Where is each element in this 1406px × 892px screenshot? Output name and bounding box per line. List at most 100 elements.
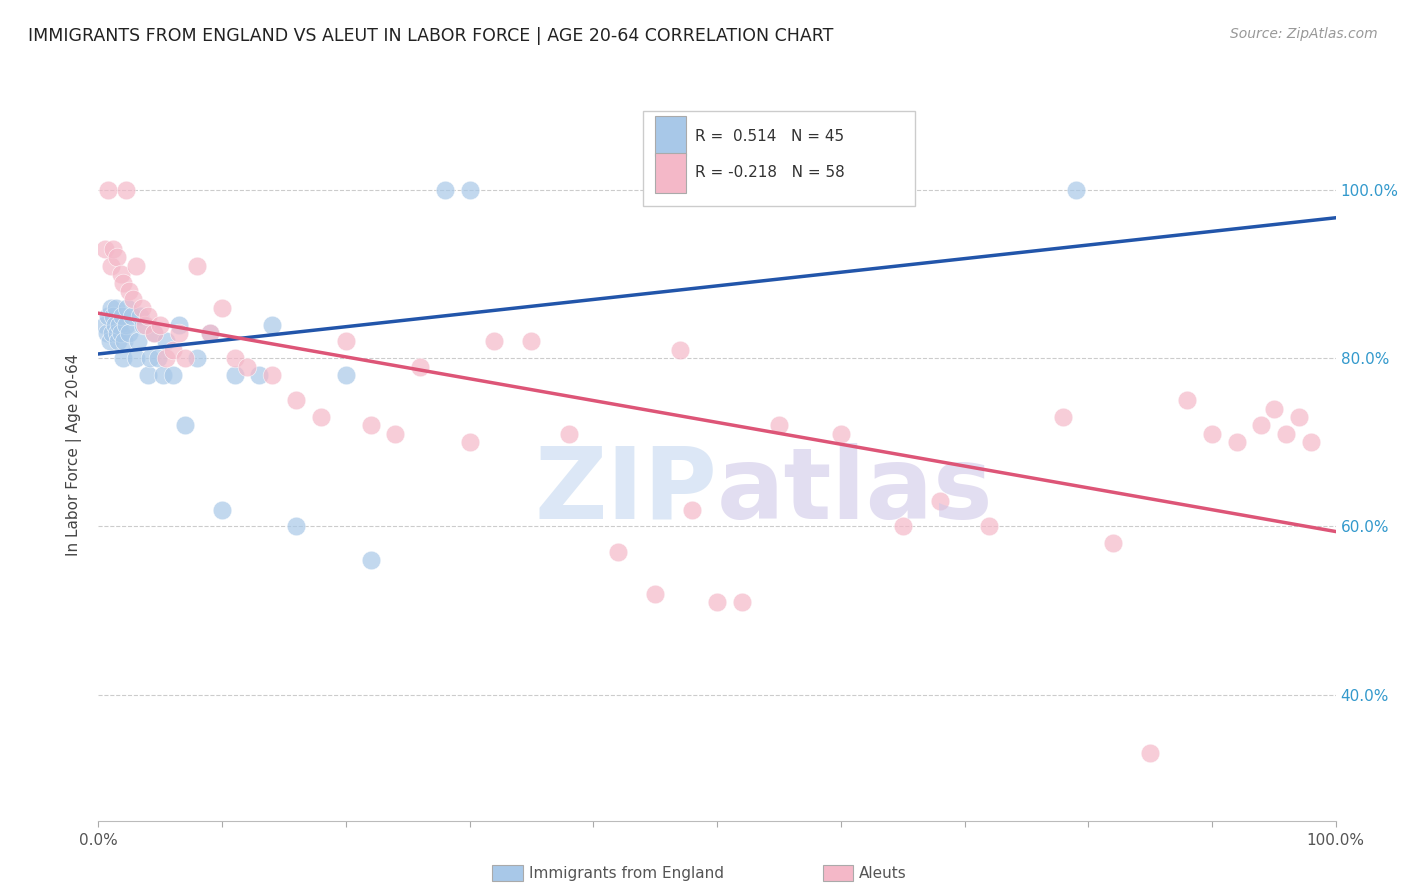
Point bbox=[134, 318, 156, 332]
Point bbox=[224, 351, 246, 366]
Point bbox=[112, 276, 135, 290]
Point bbox=[129, 309, 152, 323]
Point bbox=[155, 334, 177, 349]
Point bbox=[114, 183, 136, 197]
Point bbox=[335, 368, 357, 382]
Point bbox=[114, 318, 136, 332]
Point bbox=[110, 326, 132, 340]
Point bbox=[433, 183, 456, 197]
Point bbox=[98, 334, 121, 349]
Point bbox=[103, 242, 125, 256]
Point bbox=[149, 318, 172, 332]
Point bbox=[224, 368, 246, 382]
Point bbox=[139, 351, 162, 366]
Point bbox=[122, 293, 145, 307]
Text: R =  0.514   N = 45: R = 0.514 N = 45 bbox=[695, 128, 844, 144]
Point bbox=[132, 318, 155, 332]
Point bbox=[186, 351, 208, 366]
Point bbox=[93, 318, 115, 332]
Point bbox=[155, 351, 177, 366]
Point bbox=[731, 595, 754, 609]
Point bbox=[928, 494, 950, 508]
Point bbox=[484, 334, 506, 349]
Text: atlas: atlas bbox=[717, 443, 994, 540]
Point bbox=[360, 553, 382, 567]
Point bbox=[115, 301, 138, 315]
Point bbox=[105, 326, 128, 340]
Point bbox=[384, 426, 406, 441]
Point bbox=[143, 326, 166, 340]
Point bbox=[1052, 410, 1074, 425]
Point bbox=[1064, 183, 1087, 197]
Point bbox=[1139, 747, 1161, 761]
Text: R = -0.218   N = 58: R = -0.218 N = 58 bbox=[695, 165, 845, 180]
Point bbox=[409, 359, 432, 374]
Point bbox=[100, 259, 122, 273]
Point bbox=[97, 309, 120, 323]
Point bbox=[458, 183, 481, 197]
Point bbox=[360, 418, 382, 433]
FancyBboxPatch shape bbox=[655, 116, 686, 156]
Point bbox=[162, 343, 184, 357]
Point bbox=[107, 334, 129, 349]
Point bbox=[104, 301, 127, 315]
Point bbox=[335, 334, 357, 349]
Point bbox=[112, 351, 135, 366]
Point bbox=[236, 359, 259, 374]
Point bbox=[127, 334, 149, 349]
Point bbox=[108, 318, 131, 332]
Point bbox=[162, 368, 184, 382]
Text: Immigrants from England: Immigrants from England bbox=[529, 866, 724, 880]
Point bbox=[198, 326, 221, 340]
Point bbox=[152, 368, 174, 382]
Point bbox=[830, 426, 852, 441]
Point bbox=[124, 259, 146, 273]
Point bbox=[198, 326, 221, 340]
Point bbox=[118, 284, 141, 298]
Text: IMMIGRANTS FROM ENGLAND VS ALEUT IN LABOR FORCE | AGE 20-64 CORRELATION CHART: IMMIGRANTS FROM ENGLAND VS ALEUT IN LABO… bbox=[28, 27, 834, 45]
Point bbox=[520, 334, 543, 349]
Point bbox=[121, 309, 143, 323]
Point bbox=[557, 426, 579, 441]
FancyBboxPatch shape bbox=[655, 153, 686, 193]
Point bbox=[285, 393, 308, 408]
Point bbox=[100, 301, 122, 315]
Point bbox=[124, 351, 146, 366]
Point bbox=[1175, 393, 1198, 408]
Point bbox=[768, 418, 790, 433]
Point bbox=[644, 587, 666, 601]
Point bbox=[143, 326, 166, 340]
Point bbox=[1226, 435, 1249, 450]
Point bbox=[1263, 401, 1285, 416]
Point bbox=[1250, 418, 1272, 433]
Point bbox=[1102, 536, 1125, 550]
Point bbox=[96, 326, 118, 340]
Point bbox=[1288, 410, 1310, 425]
Point bbox=[458, 435, 481, 450]
Point bbox=[1299, 435, 1322, 450]
Point bbox=[706, 595, 728, 609]
Text: ZIP: ZIP bbox=[534, 443, 717, 540]
Point bbox=[211, 301, 233, 315]
Y-axis label: In Labor Force | Age 20-64: In Labor Force | Age 20-64 bbox=[66, 354, 83, 556]
Point bbox=[167, 326, 190, 340]
Point bbox=[101, 326, 124, 340]
Point bbox=[669, 343, 692, 357]
Text: Aleuts: Aleuts bbox=[859, 866, 907, 880]
Point bbox=[247, 368, 270, 382]
Point bbox=[136, 309, 159, 323]
Point bbox=[146, 351, 169, 366]
Point bbox=[1201, 426, 1223, 441]
Point bbox=[167, 318, 190, 332]
Point bbox=[112, 334, 135, 349]
Point bbox=[174, 418, 197, 433]
Point bbox=[136, 368, 159, 382]
Point bbox=[891, 519, 914, 533]
Point bbox=[260, 318, 283, 332]
Point bbox=[131, 301, 153, 315]
Point bbox=[103, 309, 125, 323]
Point bbox=[607, 544, 630, 558]
Point bbox=[211, 502, 233, 516]
Point bbox=[93, 242, 115, 256]
Point bbox=[103, 318, 125, 332]
